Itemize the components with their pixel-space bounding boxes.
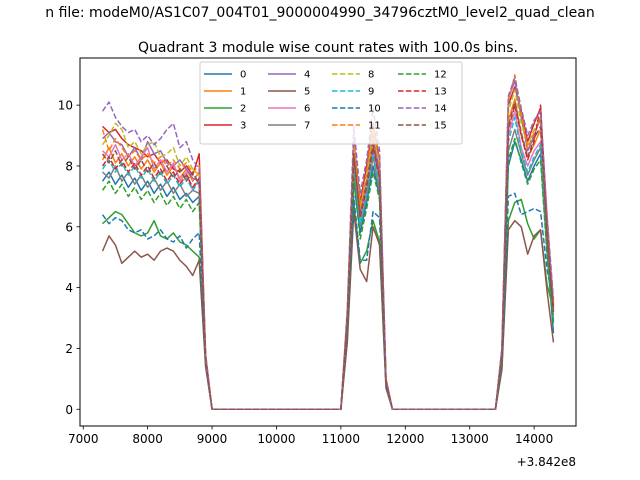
x-tick-label: 11000: [322, 432, 360, 446]
y-tick-label: 0: [65, 403, 73, 417]
legend-label-14: 14: [434, 104, 447, 115]
x-tick-label: 8000: [132, 432, 163, 446]
y-tick-label: 4: [65, 281, 73, 295]
x-tick-label: 9000: [197, 432, 228, 446]
x-offset-label: +3.842e8: [517, 455, 576, 469]
x-tick-label: 12000: [386, 432, 424, 446]
legend-label-7: 7: [304, 121, 310, 132]
legend-label-11: 11: [368, 121, 381, 132]
x-tick-label: 14000: [515, 432, 553, 446]
plot-area: [79, 57, 577, 427]
legend-label-6: 6: [304, 104, 310, 115]
legend-label-13: 13: [434, 87, 447, 98]
legend-label-5: 5: [304, 87, 310, 98]
y-tick-label: 8: [65, 159, 73, 173]
y-tick-label: 10: [58, 99, 73, 113]
x-tick-label: 10000: [257, 432, 295, 446]
chart-title: Quadrant 3 module wise count rates with …: [138, 40, 518, 56]
legend-label-15: 15: [434, 121, 447, 132]
axes-frame: [79, 57, 577, 427]
series-line-15: [101, 101, 555, 411]
x-axis: 7000 8000 9000 10000 11000 12000 13000 14000: [68, 426, 553, 446]
legend-label-8: 8: [368, 70, 374, 81]
legend-label-1: 1: [240, 87, 246, 98]
x-tick-label: 7000: [68, 432, 99, 446]
legend-label-4: 4: [304, 70, 310, 81]
legend-label-9: 9: [368, 87, 374, 98]
figure-suptitle: n file: modeM0/AS1C07_004T01_9000004990_…: [45, 5, 594, 21]
legend-frame: [199, 61, 463, 145]
y-tick-label: 6: [65, 220, 73, 234]
y-axis: 0 2 4 6 8 10: [58, 99, 80, 417]
series-layer: [101, 73, 555, 411]
y-tick-label: 2: [65, 342, 73, 356]
legend-label-10: 10: [368, 104, 381, 115]
x-tick-label: 13000: [451, 432, 489, 446]
legend-label-12: 12: [434, 70, 447, 81]
legend-label-2: 2: [240, 104, 246, 115]
legend-label-0: 0: [240, 70, 246, 81]
legend-label-3: 3: [240, 121, 246, 132]
